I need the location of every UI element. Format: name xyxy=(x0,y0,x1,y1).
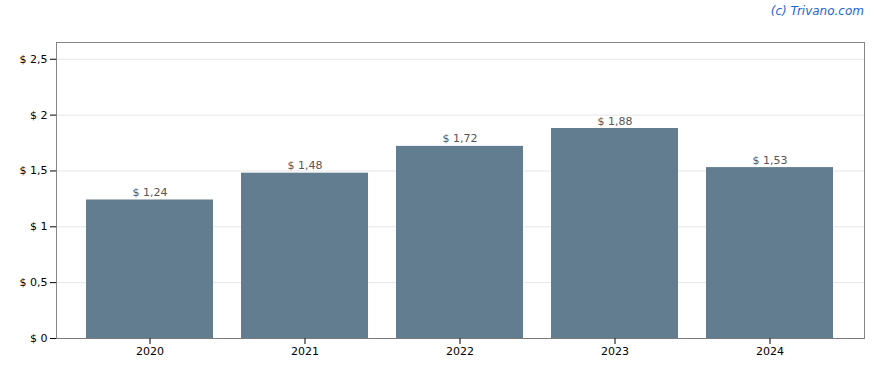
svg-text:$ 0: $ 0 xyxy=(30,332,48,345)
svg-text:2020: 2020 xyxy=(136,345,164,358)
svg-text:$ 1,72: $ 1,72 xyxy=(443,132,478,145)
svg-text:2024: 2024 xyxy=(756,345,784,358)
svg-text:$ 1,88: $ 1,88 xyxy=(598,115,633,128)
svg-text:2022: 2022 xyxy=(446,345,474,358)
svg-text:$ 1,53: $ 1,53 xyxy=(753,154,788,167)
svg-text:2021: 2021 xyxy=(291,345,319,358)
svg-text:$ 1,5: $ 1,5 xyxy=(20,164,48,177)
svg-text:$ 1: $ 1 xyxy=(30,220,48,233)
svg-text:$ 1,24: $ 1,24 xyxy=(133,186,168,199)
svg-text:$ 2: $ 2 xyxy=(30,109,48,122)
svg-text:2023: 2023 xyxy=(601,345,629,358)
html-text:(c) Trivano.com: (c) Trivano.com xyxy=(770,4,864,18)
svg-text:$ 0,5: $ 0,5 xyxy=(20,276,48,289)
svg-text:$ 2,5: $ 2,5 xyxy=(20,53,48,66)
svg-text:$ 1,48: $ 1,48 xyxy=(288,159,323,172)
